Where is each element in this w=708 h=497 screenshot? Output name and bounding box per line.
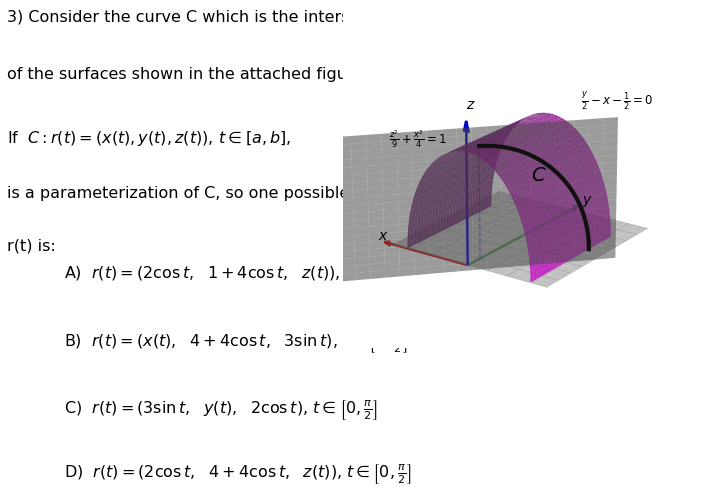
Text: of the surfaces shown in the attached figure.: of the surfaces shown in the attached fi… xyxy=(7,67,368,82)
Text: 3) Consider the curve C which is the intersection: 3) Consider the curve C which is the int… xyxy=(7,10,399,25)
Text: r(t) is:: r(t) is: xyxy=(7,239,56,253)
Text: A)  $r(t) = (2\cos t,\ \ 1 + 4\cos t,\ \ z(t))$, $t \in \left[0, \frac{\pi}{2}\r: A) $r(t) = (2\cos t,\ \ 1 + 4\cos t,\ \ … xyxy=(64,263,410,287)
Text: D)  $r(t) = (2\cos t,\ \ 4 + 4\cos t,\ \ z(t))$, $t \in \left[0, \frac{\pi}{2}\r: D) $r(t) = (2\cos t,\ \ 4 + 4\cos t,\ \ … xyxy=(64,462,411,486)
Text: C)  $r(t) = (3\sin t,\ \ y(t),\ \ 2\cos t)$, $t \in \left[0, \frac{\pi}{2}\right: C) $r(t) = (3\sin t,\ \ y(t),\ \ 2\cos t… xyxy=(64,398,377,421)
Text: B)  $r(t) = (x(t),\ \ 4 + 4\cos t,\ \ 3\sin t)$, $t \in \left[0, \frac{\pi}{2}\r: B) $r(t) = (x(t),\ \ 4 + 4\cos t,\ \ 3\s… xyxy=(64,331,407,354)
Text: is a parameterization of C, so one possible way to: is a parameterization of C, so one possi… xyxy=(7,186,408,201)
Text: If  $C : r(t) = (x(t), y(t), z(t)),\, t \in [a, b],$: If $C : r(t) = (x(t), y(t), z(t)),\, t \… xyxy=(7,129,291,148)
